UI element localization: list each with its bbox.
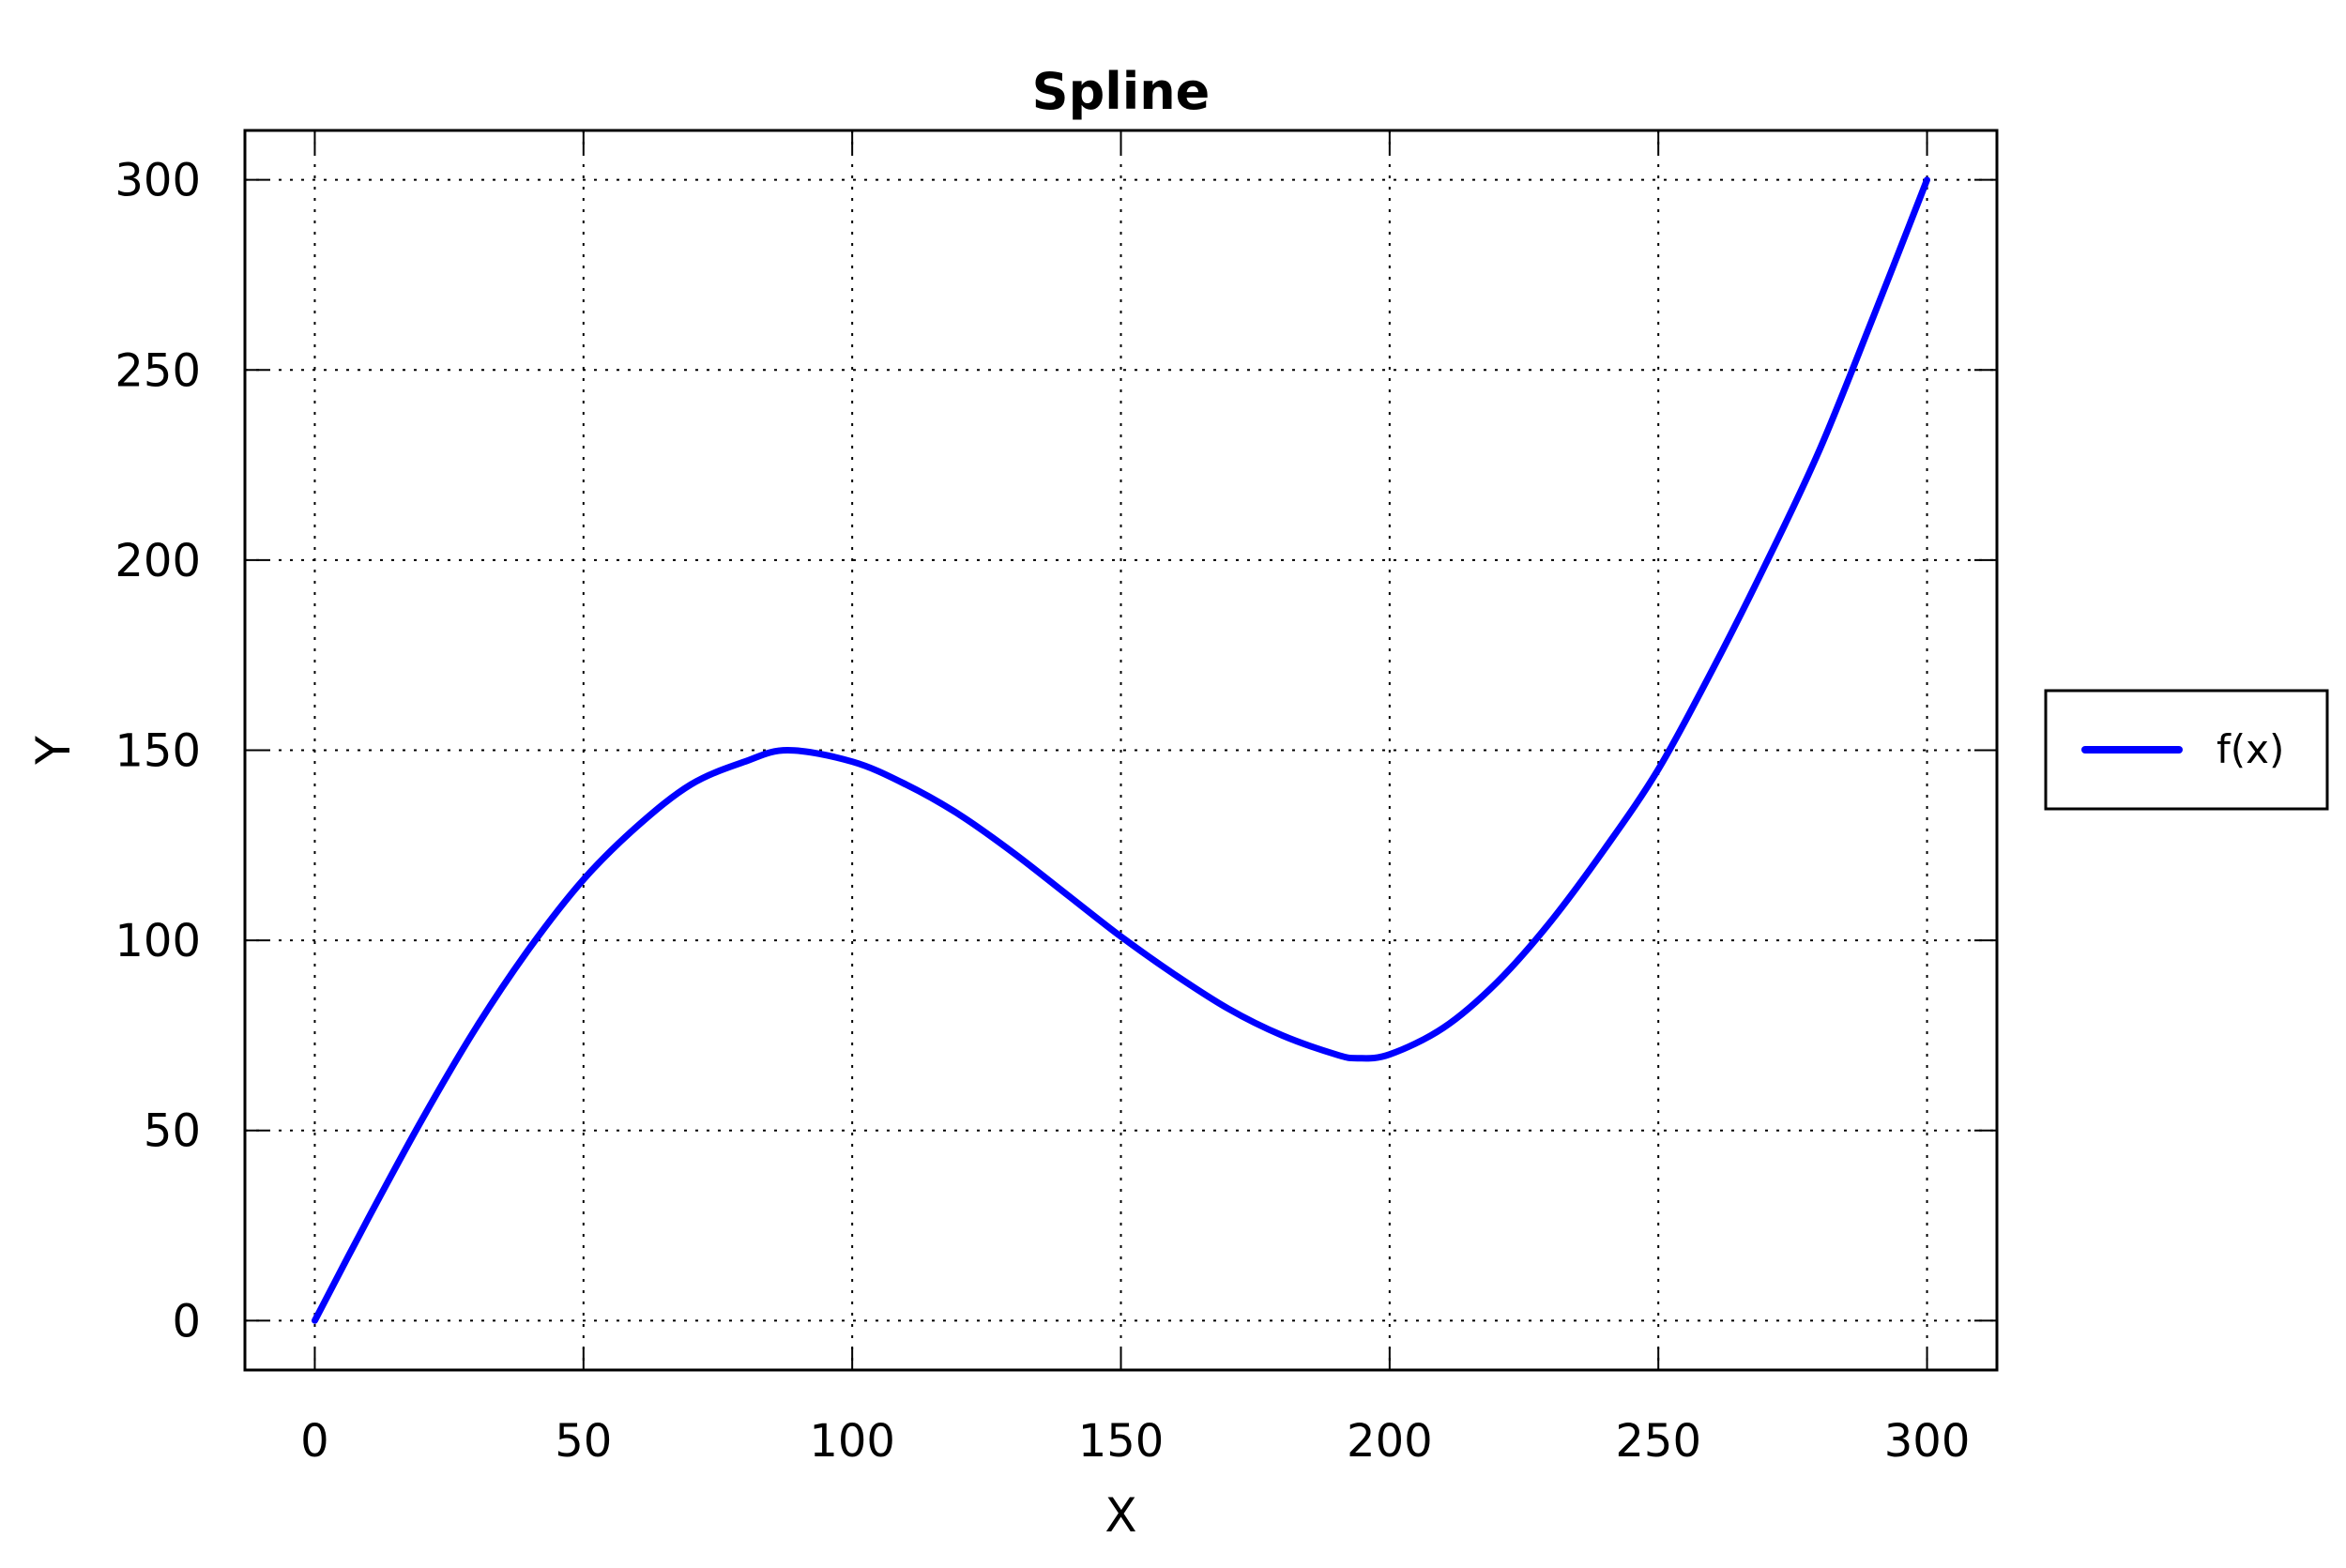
grid [245,130,1997,1370]
series-line-0 [312,176,1930,1324]
y-axis-label: Y [26,736,81,766]
y-tick-label: 150 [114,725,201,778]
y-tick-label: 50 [144,1105,201,1158]
x-tick-label: 300 [1884,1415,1971,1468]
x-tick-label: 200 [1347,1415,1433,1468]
x-tick-label: 250 [1615,1415,1701,1468]
y-tick-label: 0 [172,1295,201,1347]
y-tick-label: 100 [114,915,201,967]
y-tick-label: 250 [114,344,201,397]
axis-ticks: 0 50 100 150 200 250 300 0 50 100 150 200 250 300 [114,130,1997,1468]
legend: f(x) [2044,689,2329,811]
y-tick-label: 300 [114,155,201,207]
y-tick-label: 200 [114,535,201,587]
x-axis-label: X [1104,1488,1136,1543]
chart-title: Spline [1032,62,1211,121]
series-layer [312,176,1930,1324]
x-tick-label: 150 [1078,1415,1165,1468]
x-tick-label: 50 [555,1415,612,1468]
x-tick-label: 100 [809,1415,895,1468]
legend-label: f(x) [2217,726,2284,772]
x-tick-label: 0 [300,1415,329,1468]
